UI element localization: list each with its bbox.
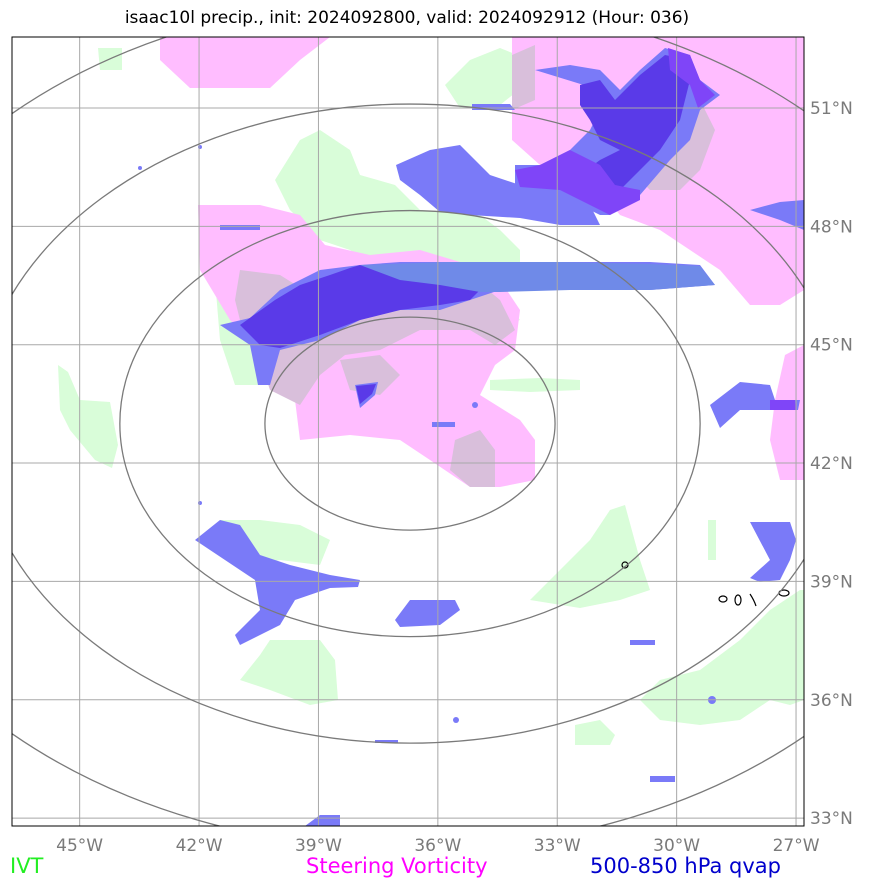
qvap-band-field [360,262,715,292]
qvap-violet-area [770,400,796,410]
latitude-tick-label: 48°N [810,217,853,237]
chart-title: isaac10l precip., init: 2024092800, vali… [124,8,690,28]
precip-contour [749,593,757,607]
qvap-core-field [240,55,690,404]
gridlines [12,37,804,826]
range-rings [12,37,804,826]
latitude-tick-label: 33°N [810,809,853,829]
qvap-violet-area [515,150,640,215]
latitude-tick-label: 45°N [810,336,853,356]
range-ring [12,103,804,744]
longitude-tick-label: 42°W [176,836,223,856]
qvap-area [750,200,804,230]
steering-vorticity-area [160,37,330,88]
longitude-tick-label: 39°W [295,836,342,856]
qvap-area [195,520,360,645]
latitude-tick-label: 42°N [810,454,853,474]
latitude-tick-label: 39°N [810,572,853,592]
range-ring [264,316,556,531]
ivt-area [575,720,615,745]
ivt-area [708,520,716,560]
longitude-tick-label: 30°W [653,836,700,856]
qvap-area [710,382,800,428]
qvap-area [650,776,675,782]
legend-steering-vorticity: Steering Vorticity [306,854,488,878]
longitude-tick-label: 33°W [534,836,581,856]
qvap-band-area [360,262,715,292]
ivt-area [530,505,650,608]
overlap-area [450,430,495,487]
ivt-area [445,48,530,108]
longitude-tick-labels: 45°W 42°W 39°W 36°W 33°W 30°W 27°W [56,836,820,856]
longitude-tick-label: 45°W [56,836,103,856]
qvap-area [472,104,515,110]
qvap-violet-field [515,48,796,410]
legend-ivt: IVT [10,854,44,878]
qvap-area [220,225,260,230]
qvap-area [630,640,655,645]
ivt-area [640,590,804,725]
ivt-area [490,378,580,392]
qvap-spot [453,717,459,723]
plot-frame [11,36,805,827]
ivt-area [275,130,520,275]
qvap-area [396,145,600,225]
qvap-area [432,422,455,427]
legend-qvap: 500-850 hPa qvap [590,854,781,878]
qvap-area [395,600,460,627]
qvap-core-area [580,55,690,195]
range-ring [119,209,701,638]
qvap-spot [138,166,142,170]
qvap-core-area [356,384,376,404]
qvap-violet-area [668,48,715,108]
qvap-spot [472,402,478,408]
steering-vorticity-area [770,345,804,480]
qvap-area [750,522,796,582]
map-fields [12,37,804,826]
longitude-tick-label: 27°W [773,836,820,856]
precip-contour [734,594,742,606]
latitude-tick-label: 36°N [810,691,853,711]
qvap-core-area [240,265,480,348]
latitude-tick-label: 51°N [810,99,853,119]
ivt-area [58,365,118,468]
precip-contour [718,595,728,603]
longitude-tick-label: 36°W [414,836,461,856]
latitude-tick-labels: 51°N 48°N 45°N 42°N 39°N 36°N 33°N [810,99,853,829]
ivt-area [240,640,338,705]
overlap-area [512,45,535,110]
